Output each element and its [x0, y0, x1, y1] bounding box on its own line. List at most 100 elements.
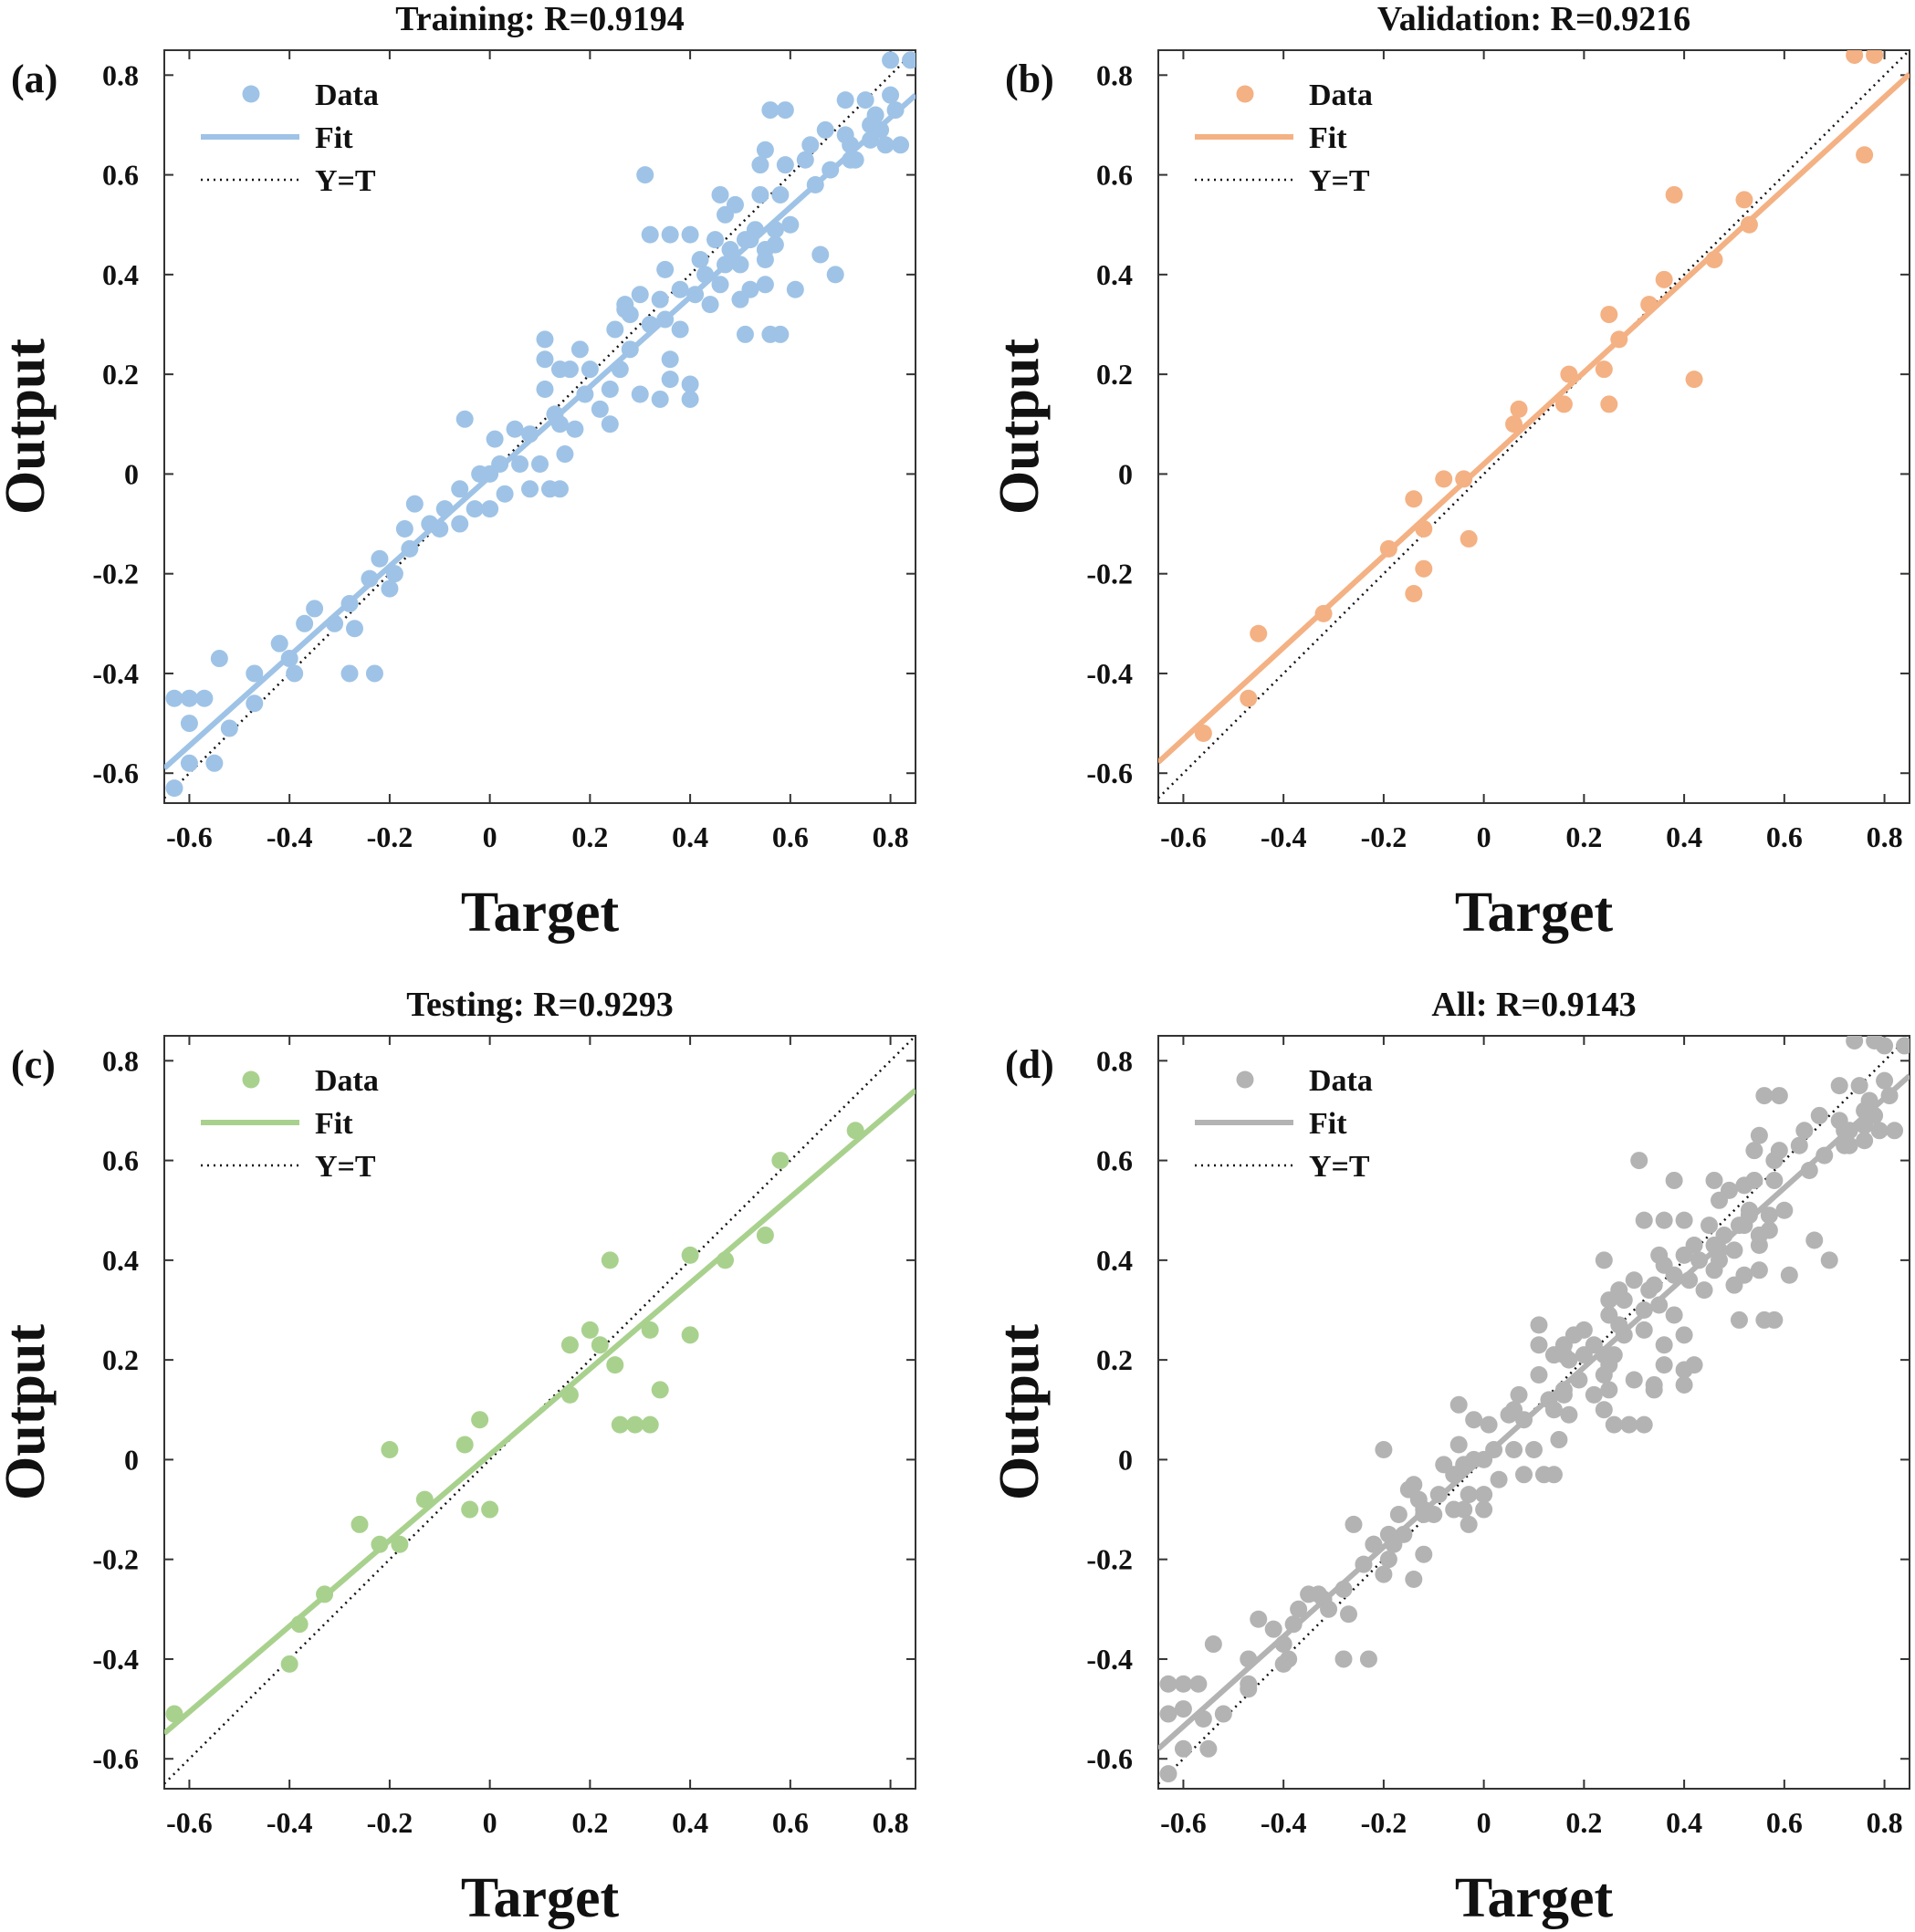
legend-data-label: Data [315, 78, 379, 112]
data-point [1750, 1126, 1768, 1144]
data-point [1635, 1211, 1653, 1229]
data-point [381, 1440, 399, 1458]
data-point [180, 754, 198, 772]
data-point [270, 634, 288, 653]
data-point [1544, 1401, 1563, 1419]
x-tick-label: 0 [483, 1806, 497, 1839]
x-tick-label: 0.4 [672, 820, 708, 853]
data-point [521, 480, 539, 498]
data-point [560, 1385, 579, 1404]
legend-data-marker [1236, 1070, 1254, 1089]
data-point [726, 195, 744, 214]
data-point [686, 286, 705, 304]
chart-title: Training: R=0.9194 [395, 0, 685, 38]
data-point [751, 156, 769, 174]
data-point [1700, 1217, 1719, 1235]
data-point [1735, 1266, 1753, 1284]
data-point [1284, 1615, 1303, 1634]
data-point [340, 664, 359, 683]
data-point [1560, 365, 1578, 383]
data-point [1755, 1087, 1774, 1105]
data-point [641, 1415, 659, 1434]
data-point [641, 1321, 659, 1339]
data-point [306, 600, 324, 618]
data-point [1675, 1211, 1693, 1229]
data-point [1159, 1765, 1177, 1783]
data-point [1585, 1385, 1603, 1404]
data-point [1415, 1506, 1433, 1524]
data-point [1770, 1087, 1788, 1105]
data-point [611, 1415, 629, 1434]
data-point [846, 1122, 864, 1140]
x-tick-label: -0.2 [1361, 1806, 1407, 1839]
data-point [811, 245, 830, 264]
data-point [651, 290, 669, 308]
data-point [1174, 1675, 1192, 1693]
data-point [1409, 1490, 1428, 1509]
data-point [786, 280, 804, 298]
data-point [556, 445, 574, 464]
data-point [1750, 1227, 1768, 1245]
data-point [1435, 1456, 1453, 1474]
data-point [1345, 1515, 1363, 1533]
data-point [506, 420, 524, 438]
panel-label: (c) [11, 1042, 56, 1087]
data-point [1856, 1132, 1874, 1150]
data-point [1665, 185, 1683, 204]
data-point [856, 91, 874, 110]
data-point [1194, 725, 1212, 743]
data-point [1264, 1620, 1282, 1638]
data-point [1455, 1500, 1473, 1519]
data-point [1585, 1336, 1603, 1354]
panel-label: (b) [1005, 57, 1054, 101]
data-point [435, 500, 454, 518]
data-point [1159, 1675, 1177, 1693]
x-tick-label: -0.4 [1261, 820, 1307, 853]
y-tick-label: 0.2 [102, 1343, 139, 1376]
y-tick-label: -0.2 [92, 558, 139, 590]
data-point [1505, 415, 1523, 433]
data-point [1544, 1466, 1563, 1484]
data-point [1765, 1311, 1784, 1329]
data-point [481, 500, 499, 518]
x-tick-label: -0.6 [166, 820, 213, 853]
data-point [1449, 1395, 1468, 1414]
x-tick-label: 0.8 [1867, 820, 1903, 853]
x-tick-label: 0.6 [1766, 820, 1803, 853]
data-point [1610, 1316, 1628, 1334]
identity-line [1158, 50, 1910, 799]
data-point [1485, 1440, 1503, 1458]
data-point [1290, 1600, 1308, 1618]
data-point [1449, 1436, 1468, 1454]
data-point [1310, 1585, 1328, 1603]
data-point [1600, 306, 1618, 324]
data-point [1870, 1122, 1889, 1140]
data-point [1620, 1415, 1638, 1434]
y-tick-label: 0.6 [102, 1144, 139, 1177]
x-tick-label: 0.4 [1666, 820, 1702, 853]
legend-fit-label: Fit [1309, 1107, 1347, 1141]
data-point [1640, 296, 1659, 314]
data-point [1850, 1077, 1868, 1095]
data-point [1415, 559, 1433, 578]
data-point [1645, 1381, 1663, 1399]
data-point [1605, 1415, 1623, 1434]
legend-fit-label: Fit [315, 121, 353, 155]
data-point [902, 51, 916, 69]
data-point [1204, 1635, 1222, 1654]
data-point [1810, 1106, 1828, 1124]
data-point [656, 310, 675, 329]
data-point [1405, 1571, 1423, 1589]
data-point [405, 495, 424, 513]
data-point [1435, 470, 1453, 488]
data-point [560, 360, 579, 379]
x-axis-label: Target [1455, 882, 1614, 944]
data-point [731, 256, 749, 274]
y-tick-label: 0.6 [102, 159, 139, 192]
data-point [706, 231, 725, 249]
data-point [1460, 529, 1478, 548]
data-point [1705, 1171, 1723, 1189]
y-tick-label: 0.2 [1096, 1343, 1133, 1376]
data-point [471, 1411, 489, 1429]
data-point [1554, 1385, 1573, 1404]
